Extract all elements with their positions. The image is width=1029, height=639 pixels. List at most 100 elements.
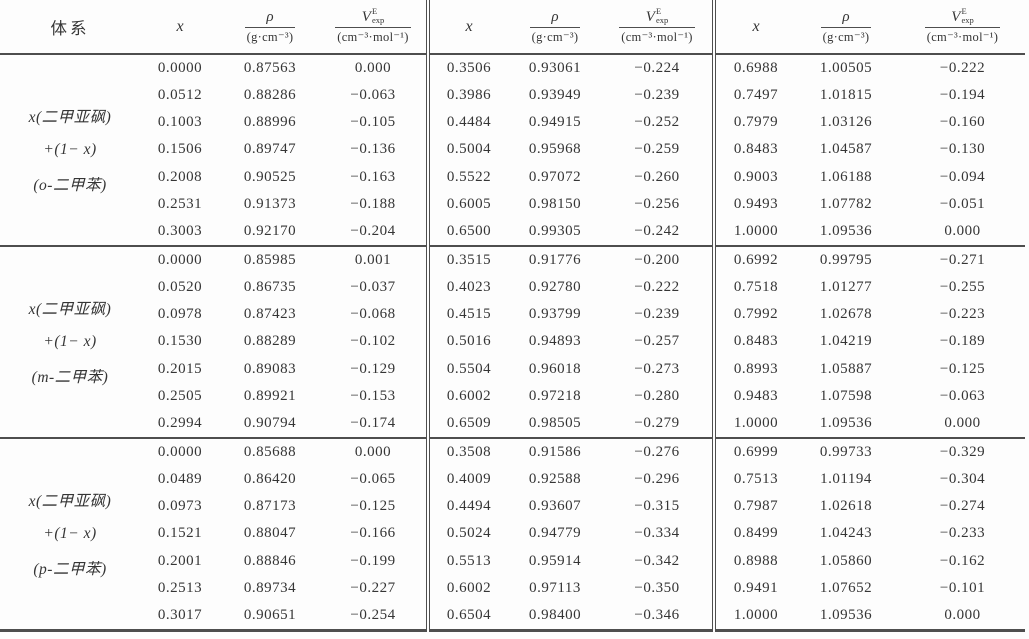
rho-value: 1.05887: [819, 360, 873, 377]
x-value: 0.0978: [157, 306, 203, 323]
v-value: −0.125: [350, 498, 396, 515]
v-unit: (cm⁻³·mol⁻¹): [335, 26, 411, 44]
table-section-3: x(二甲亚砜) +(1− x) (p-二甲苯) 0.0000 0.85688 0.000 0…: [0, 439, 426, 632]
v-value: −0.051: [939, 195, 986, 212]
x-value: 0.9491: [733, 579, 779, 596]
v-value: −0.166: [350, 525, 396, 542]
rho-value: 1.04243: [819, 525, 873, 542]
rho-symbol: ρ: [266, 8, 274, 25]
x-value: 0.8988: [733, 552, 779, 569]
header-density-fraction: ρ (g·cm⁻³): [529, 8, 581, 45]
x-value: 1.0000: [733, 222, 779, 239]
rho-symbol: ρ: [551, 8, 559, 25]
rho-value: 0.88996: [243, 114, 297, 131]
v-value: −0.274: [939, 498, 986, 515]
system-label: x(二甲亚砜) +(1− x) (m-二甲苯): [0, 247, 140, 437]
v-superscript: E: [655, 6, 662, 17]
rho-value: 1.03126: [819, 114, 873, 131]
x-value: 0.7518: [733, 279, 779, 296]
v-value: −0.125: [939, 360, 986, 377]
rho-value: 0.85688: [243, 444, 297, 461]
x-value: 0.9483: [733, 387, 779, 404]
table-section-2: 0.3515 0.91776 −0.200 0.4023 0.92780 −0.222 0.…: [430, 247, 712, 439]
v-value: −0.252: [634, 114, 680, 131]
rho-value: 1.06188: [819, 168, 873, 185]
x-value: 0.6005: [446, 195, 492, 212]
rho-value: 0.93061: [528, 60, 582, 77]
rho-value: 1.07598: [819, 387, 873, 404]
v-value: −0.188: [350, 195, 396, 212]
rho-unit: (g·cm⁻³): [529, 26, 581, 44]
v-superscript: E: [961, 6, 967, 17]
rho-value: 1.04219: [819, 333, 873, 350]
x-value: 0.4515: [446, 306, 492, 323]
rho-value: 1.07782: [819, 195, 873, 212]
v-value: −0.233: [939, 525, 986, 542]
v-value: −0.239: [634, 306, 680, 323]
x-value: 1.0000: [733, 606, 779, 623]
system-label-line: +(1− x): [43, 140, 97, 158]
rho-value: 0.91586: [528, 444, 582, 461]
v-value: −0.163: [350, 168, 396, 185]
x-value: 0.6509: [446, 414, 492, 431]
v-value: −0.130: [939, 141, 986, 158]
x-value: 0.8499: [733, 525, 779, 542]
v-value: −0.254: [350, 606, 396, 623]
x-value: 0.2001: [157, 552, 203, 569]
v-value: −0.162: [939, 552, 986, 569]
x-value: 0.0512: [157, 87, 203, 104]
x-value: 0.9493: [733, 195, 779, 212]
table-body-group-3: 0.6988 1.00505 −0.222 0.7497 1.01815 −0.194 0.…: [716, 55, 1025, 632]
rho-value: 1.00505: [819, 60, 873, 77]
system-label-line: x(二甲亚砜): [28, 300, 112, 318]
v-value: 0.000: [944, 222, 981, 239]
v-value: −0.259: [634, 141, 680, 158]
x-value: 0.3515: [446, 252, 492, 269]
rho-value: 0.91776: [528, 252, 582, 269]
header-system-label: 体系: [50, 18, 90, 38]
x-value: 0.2994: [157, 414, 203, 431]
rho-value: 0.86735: [243, 279, 297, 296]
v-value: −0.194: [939, 87, 986, 104]
x-value: 0.4494: [446, 498, 492, 515]
system-label-line: (o-二甲苯): [33, 176, 107, 194]
table-section-1: 0.3506 0.93061 −0.224 0.3986 0.93949 −0.239 0.…: [430, 55, 712, 247]
table-section-3: 0.6999 0.99733 −0.329 0.7513 1.01194 −0.304 0.…: [716, 439, 1025, 632]
x-value: 0.3508: [446, 444, 492, 461]
rho-value: 0.93949: [528, 87, 582, 104]
rho-value: 0.88846: [243, 552, 297, 569]
v-value: −0.239: [634, 87, 680, 104]
x-value: 0.4023: [446, 279, 492, 296]
rho-value: 0.89734: [243, 579, 297, 596]
rho-value: 0.89747: [243, 141, 297, 158]
v-value: 0.000: [354, 60, 392, 77]
v-value: −0.227: [350, 579, 396, 596]
rho-value: 0.92170: [243, 222, 297, 239]
v-value: −0.304: [939, 471, 986, 488]
v-value: −0.255: [939, 279, 986, 296]
header-x-label: x: [176, 17, 184, 35]
rho-unit: (g·cm⁻³): [820, 26, 872, 44]
x-value: 0.6002: [446, 579, 492, 596]
x-value: 0.8483: [733, 141, 779, 158]
rho-value: 0.88047: [243, 525, 297, 542]
v-value: −0.257: [634, 333, 680, 350]
v-value: −0.329: [939, 444, 986, 461]
v-value: −0.068: [350, 306, 396, 323]
rho-value: 0.90794: [243, 414, 297, 431]
x-value: 0.2531: [157, 195, 203, 212]
v-value: −0.224: [634, 60, 680, 77]
x-value: 0.3003: [157, 222, 203, 239]
rho-value: 1.09536: [819, 414, 873, 431]
rho-value: 1.05860: [819, 552, 873, 569]
x-value: 0.5024: [446, 525, 492, 542]
x-value: 0.3017: [157, 606, 203, 623]
x-value: 0.6988: [733, 60, 779, 77]
